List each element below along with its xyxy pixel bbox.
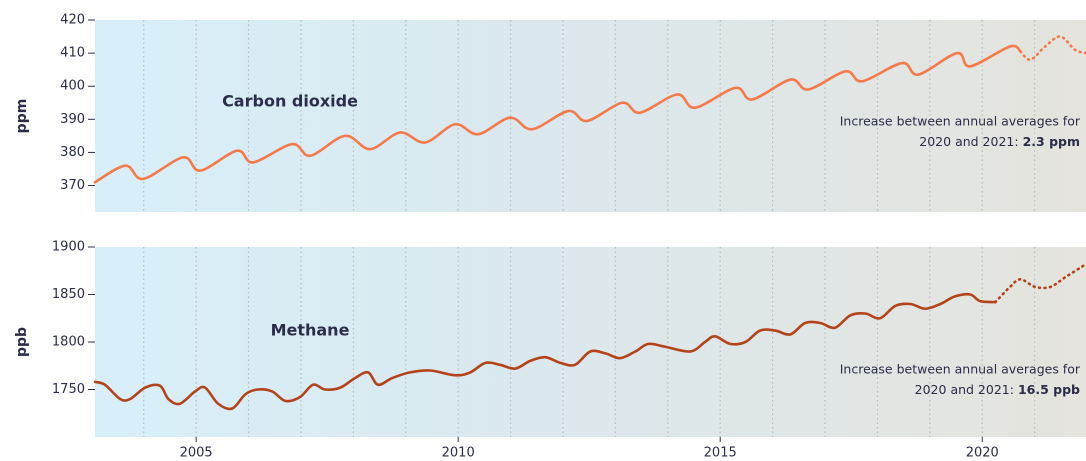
annotation-value: 2.3 ppm [1023, 134, 1080, 149]
y-tick-label: 1750 [52, 382, 85, 397]
y-tick-label: 1900 [52, 240, 85, 255]
annotation: Increase between annual averages for [840, 362, 1081, 377]
y-axis-label: ppb [14, 327, 30, 357]
annotation: Increase between annual averages for [840, 114, 1081, 129]
y-tick-label: 1800 [52, 335, 85, 350]
plot-background [95, 20, 1086, 212]
y-tick-label: 370 [60, 178, 85, 193]
annotation: 2020 and 2021: 2.3 ppm [919, 134, 1080, 149]
panel-title: Methane [271, 321, 350, 340]
x-tick-label: 2005 [180, 446, 213, 461]
panel-title: Carbon dioxide [222, 92, 358, 111]
y-tick-label: 420 [60, 13, 85, 28]
data-line [93, 292, 997, 411]
annotation-text: 2020 and 2021: [919, 134, 1018, 149]
annotation-value: 16.5 ppb [1018, 382, 1080, 397]
y-tick-label: 400 [60, 79, 85, 94]
y-tick-label: 380 [60, 145, 85, 160]
x-tick-label: 2010 [442, 446, 475, 461]
y-axis-label: ppm [14, 99, 30, 134]
data-line [93, 44, 1022, 184]
data-line [1019, 35, 1086, 62]
x-tick-label: 2015 [704, 446, 737, 461]
y-tick-label: 390 [60, 112, 85, 127]
plot-background [95, 247, 1086, 437]
y-tick-label: 410 [60, 46, 85, 61]
data-line [994, 262, 1086, 304]
annotation-text: 2020 and 2021: [915, 382, 1014, 397]
x-tick-label: 2020 [966, 446, 999, 461]
annotation: 2020 and 2021: 16.5 ppb [915, 382, 1080, 397]
y-tick-label: 1850 [52, 287, 85, 302]
